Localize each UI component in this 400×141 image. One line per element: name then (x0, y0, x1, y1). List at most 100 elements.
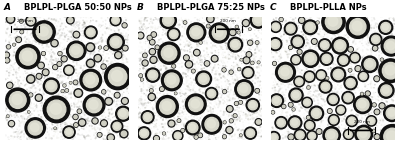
Point (196, 78, 202, 80)
Point (312, 88, 319, 91)
Point (136, 26, 143, 29)
Point (36, 41, 42, 44)
Point (372, 48, 378, 50)
Point (294, 81, 301, 84)
Point (61, 45, 67, 47)
Point (253, 63, 259, 65)
Point (244, 92, 251, 95)
Point (188, 114, 195, 117)
Point (28, 47, 34, 50)
Point (83, 67, 89, 69)
Point (68, 28, 74, 31)
Point (76, 116, 82, 118)
Point (179, 24, 186, 27)
Point (244, 30, 250, 32)
Point (280, 98, 286, 100)
Point (18, 117, 25, 120)
Point (211, 56, 217, 59)
Point (274, 52, 281, 54)
Point (341, 43, 347, 45)
Point (328, 20, 334, 23)
Point (74, 78, 81, 81)
Point (117, 54, 124, 56)
Point (194, 133, 200, 135)
Point (275, 42, 282, 45)
Point (346, 115, 352, 117)
Point (367, 56, 374, 59)
Point (94, 87, 100, 90)
Point (311, 38, 318, 40)
Point (188, 30, 195, 32)
Circle shape (141, 79, 143, 80)
Point (109, 21, 115, 23)
Point (94, 134, 100, 136)
Point (347, 92, 354, 94)
Point (8, 24, 14, 26)
Circle shape (373, 104, 376, 106)
Point (44, 38, 50, 40)
Point (211, 78, 217, 80)
Point (60, 86, 67, 88)
Point (339, 80, 345, 82)
Point (282, 127, 289, 129)
Circle shape (331, 117, 336, 122)
Point (275, 70, 282, 72)
Circle shape (150, 40, 154, 44)
Circle shape (240, 101, 242, 103)
Point (272, 73, 278, 76)
Point (101, 107, 108, 110)
Point (272, 74, 279, 76)
Point (35, 123, 42, 125)
Point (136, 99, 142, 101)
Point (313, 55, 319, 57)
Point (304, 130, 311, 133)
Point (363, 41, 370, 44)
Point (184, 95, 191, 97)
Point (138, 23, 144, 25)
Point (195, 138, 201, 140)
Point (390, 27, 397, 30)
Point (254, 48, 261, 50)
Point (177, 43, 183, 45)
Circle shape (190, 26, 203, 39)
Point (97, 122, 103, 125)
Point (14, 91, 21, 93)
Point (100, 60, 106, 62)
Point (269, 131, 276, 133)
Point (198, 59, 205, 61)
Point (333, 86, 339, 89)
Point (183, 58, 189, 60)
Point (207, 122, 214, 125)
Point (28, 36, 35, 38)
Point (44, 77, 51, 79)
Point (349, 21, 356, 23)
Point (26, 45, 32, 47)
Point (320, 136, 327, 138)
Point (74, 79, 80, 81)
Point (138, 37, 144, 39)
Point (284, 43, 291, 45)
Point (181, 29, 187, 32)
Point (160, 126, 166, 128)
Point (187, 51, 193, 53)
Point (187, 133, 193, 136)
Circle shape (358, 128, 370, 140)
Point (205, 139, 212, 141)
Point (269, 53, 275, 55)
Circle shape (356, 98, 369, 111)
Point (378, 84, 384, 87)
Circle shape (207, 15, 214, 23)
Point (310, 35, 316, 37)
Point (208, 75, 215, 78)
Point (75, 36, 81, 38)
Point (247, 114, 254, 116)
Point (353, 74, 359, 76)
Point (344, 45, 350, 48)
Point (292, 137, 298, 139)
Point (322, 81, 328, 83)
Point (210, 16, 217, 19)
Point (285, 128, 291, 130)
Point (14, 21, 21, 23)
Point (66, 49, 72, 51)
Point (284, 52, 290, 54)
